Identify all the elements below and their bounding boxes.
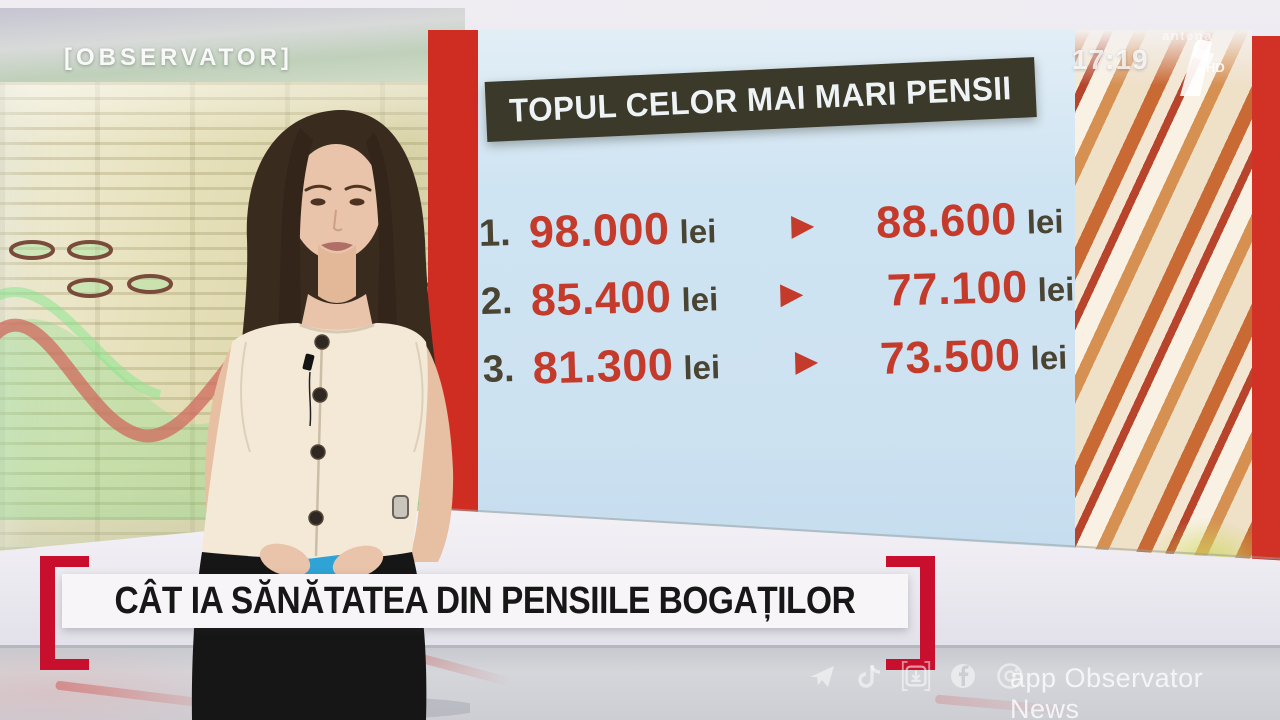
gross-value: 85.400 lei xyxy=(530,270,719,326)
observator-logo: [OBSERVATOR] xyxy=(64,44,293,71)
presenter-vest xyxy=(202,323,428,558)
lei-banknotes-graphic xyxy=(1075,30,1252,568)
gross-value: 98.000 lei xyxy=(528,202,717,258)
pension-list: 1. 98.000 lei ▶ 88.600 lei 2. 85.400 lei ▶ … xyxy=(478,183,1083,404)
lapel-mic xyxy=(302,353,315,427)
app-promo-label: app Observator News xyxy=(1010,663,1204,720)
instagram-icon xyxy=(994,660,1026,692)
headline-text: CÂT IA SĂNĂTATEA DIN PENSIILE BOGAȚILOR xyxy=(114,579,856,622)
rank-label: 3. xyxy=(482,347,516,391)
arrow-icon: ▶ xyxy=(779,275,804,312)
app-download-icon xyxy=(900,660,932,692)
gross-value: 81.300 lei xyxy=(532,338,721,394)
facebook-icon xyxy=(947,660,979,692)
social-icons-row xyxy=(806,660,1026,692)
tiktok-icon xyxy=(853,660,885,692)
infographic-title: TOPUL CELOR MAI MARI PENSII xyxy=(508,69,1013,129)
net-value: 88.600 lei xyxy=(875,192,1065,248)
rank-label: 2. xyxy=(480,279,514,323)
telegram-icon xyxy=(806,660,838,692)
presenter-hair-front xyxy=(260,128,417,444)
presenter-face xyxy=(290,144,382,260)
wall-red-right-band xyxy=(1252,36,1280,568)
antena-1-glyph xyxy=(1180,39,1214,96)
arrow-icon: ▶ xyxy=(790,207,815,243)
presenter-neck xyxy=(300,245,374,338)
presenter-hands xyxy=(259,495,409,579)
antena-1-logo: antena HD xyxy=(1150,24,1245,100)
vest-buttons xyxy=(308,334,330,526)
arrow-icon: ▶ xyxy=(794,343,819,379)
floor-edge xyxy=(0,645,1280,648)
antena-wordmark: antena xyxy=(1162,28,1213,43)
net-value: 73.500 lei xyxy=(879,328,1068,384)
hd-badge: HD xyxy=(1206,60,1225,75)
headline-bar: CÂT IA SĂNĂTATEA DIN PENSIILE BOGAȚILOR xyxy=(62,574,908,628)
rank-label: 1. xyxy=(478,211,512,255)
headline-right-bracket xyxy=(886,556,935,670)
headline-left-bracket xyxy=(40,556,89,670)
net-value: 77.100 lei xyxy=(886,260,1075,316)
clock: 17:19 xyxy=(1072,44,1149,75)
wrist-watch xyxy=(392,495,409,519)
